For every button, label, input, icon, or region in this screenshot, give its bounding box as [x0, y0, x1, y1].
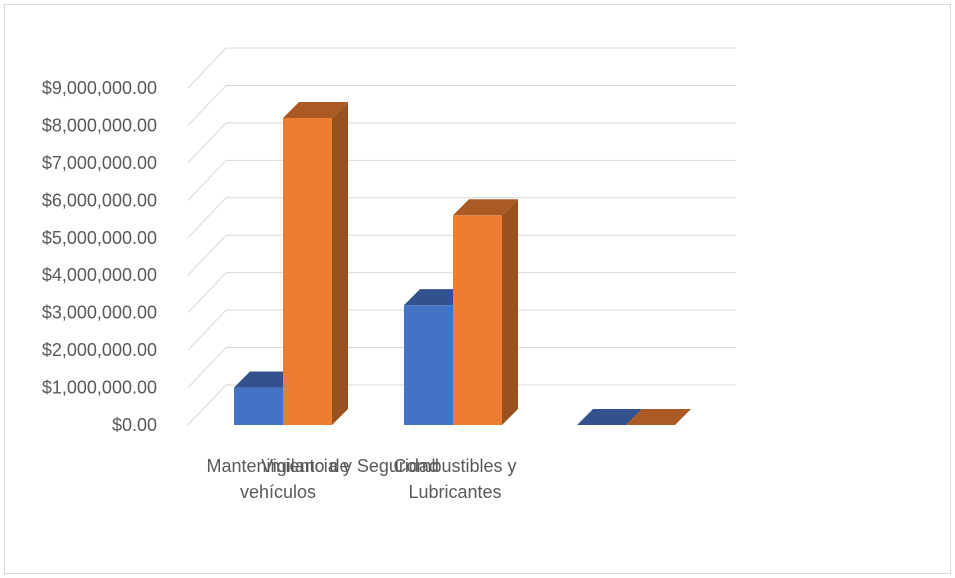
y-tick-label: $7,000,000.00 [42, 153, 157, 173]
y-tick-label: $0.00 [112, 415, 157, 435]
y-tick-label: $2,000,000.00 [42, 340, 157, 360]
bar-top [404, 289, 469, 306]
y-axis-tick-labels: $0.00 $1,000,000.00 $2,000,000.00 $3,000,00… [42, 78, 157, 435]
gridline-diagonal [187, 272, 227, 314]
gridline-diagonal [187, 384, 227, 426]
bar-front [453, 215, 502, 425]
x-category-label-line: Mantenimiento de [206, 456, 349, 476]
bar-front [234, 387, 283, 425]
bar-top [234, 371, 299, 388]
x-category-label-line: Vigilancia y Seguridad [261, 456, 439, 476]
x-category-label: Vigilancia y Seguridad [261, 456, 439, 476]
x-category-label-line: Combustibles y [393, 456, 516, 476]
bars [234, 101, 691, 425]
bar-top [283, 101, 348, 118]
gridline-diagonal [187, 159, 227, 201]
y-tick-label: $8,000,000.00 [42, 115, 157, 135]
y-tick-label: $9,000,000.00 [42, 78, 157, 98]
x-category-label-line: Lubricantes [408, 482, 501, 502]
gridline-diagonal [187, 347, 227, 388]
bar-side [332, 101, 348, 425]
bar-front [283, 117, 332, 425]
gridline-diagonal [187, 122, 227, 164]
bar-top [626, 409, 691, 425]
bar-top [577, 409, 642, 425]
bar-side [502, 199, 518, 425]
x-axis-category-labels: Mantenimiento de vehículos Vigilancia y Se… [206, 456, 516, 502]
bar-front [404, 305, 453, 425]
y-tick-label: $6,000,000.00 [42, 190, 157, 210]
bar-top [453, 199, 518, 216]
gridline-diagonal [187, 234, 227, 276]
gridline-diagonal [187, 47, 227, 89]
y-tick-label: $5,000,000.00 [42, 228, 157, 248]
y-tick-label: $4,000,000.00 [42, 265, 157, 285]
y-tick-label: $1,000,000.00 [42, 378, 157, 398]
x-category-label: Combustibles y Lubricantes [393, 456, 516, 502]
gridline-diagonal [187, 309, 227, 351]
y-tick-label: $3,000,000.00 [42, 303, 157, 323]
x-category-label: Mantenimiento de vehículos [206, 456, 349, 502]
gridline-diagonal [187, 85, 227, 126]
x-category-label-line: vehículos [240, 482, 316, 502]
gridline-diagonal [187, 197, 227, 239]
